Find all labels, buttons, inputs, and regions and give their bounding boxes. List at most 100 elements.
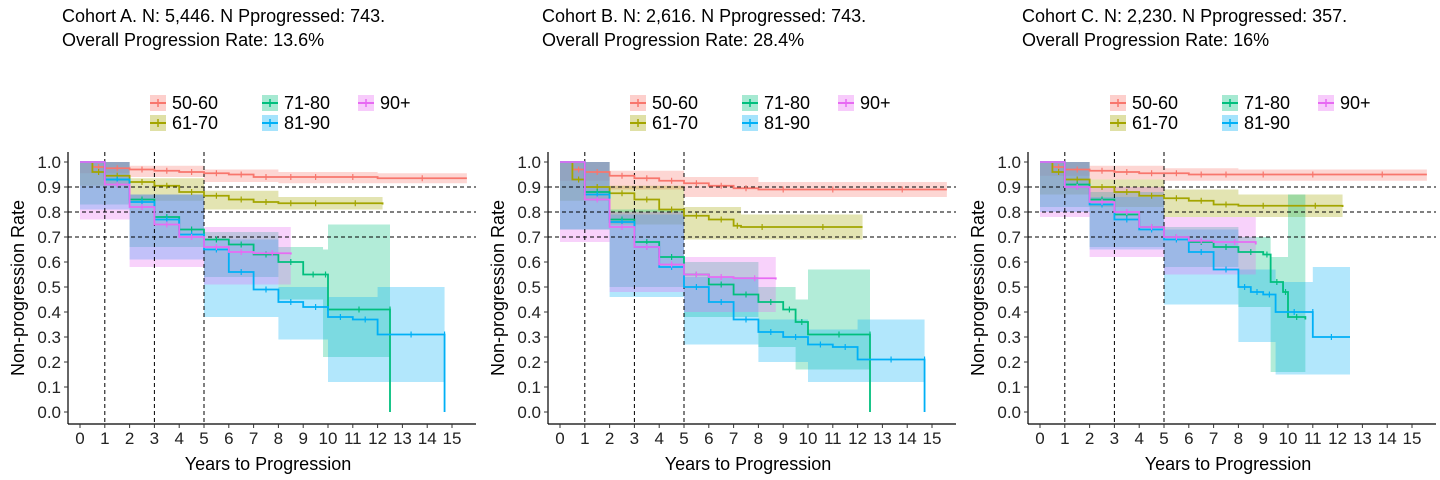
legend-item-81-90: 81-90: [1222, 113, 1290, 133]
confidence-band-71-80: [1040, 162, 1306, 372]
legend-item-50-60: 50-60: [150, 93, 218, 113]
legend-item-61-70: 61-70: [1110, 113, 1178, 133]
confidence-band-90+: [1040, 162, 1256, 275]
x-tick-label: 9: [778, 429, 787, 448]
x-tick-label: 5: [1159, 429, 1168, 448]
legend-label: 81-90: [1244, 113, 1290, 133]
y-tick-label: 0.4: [37, 303, 61, 322]
x-tick-label: 2: [605, 429, 614, 448]
x-tick-label: 10: [799, 429, 818, 448]
x-tick-label: 7: [249, 429, 258, 448]
reference-lines: [68, 152, 476, 424]
confidence-band-61-70: [560, 162, 863, 240]
y-tick-label: 0.0: [37, 403, 61, 422]
x-tick-label: 6: [704, 429, 713, 448]
y-tick-label: 0.5: [517, 278, 541, 297]
x-tick-label: 3: [630, 429, 639, 448]
confidence-band-50-60: [80, 162, 467, 184]
legend-item-50-60: 50-60: [630, 93, 698, 113]
y-axis-label: Non-progression Rate: [488, 200, 508, 376]
y-tick-label: 1.0: [997, 153, 1021, 172]
chart-title-line1: Cohort B. N: 2,616. N Pprogressed: 743.: [542, 6, 867, 26]
x-tick-label: 5: [679, 429, 688, 448]
series-line-90+: [1040, 161, 1257, 245]
legend-item-61-70: 61-70: [150, 113, 218, 133]
x-axis-label: Years to Progression: [665, 454, 831, 474]
legend-item-90+: 90+: [838, 93, 891, 113]
chart-svg: 0.00.10.20.30.40.50.60.70.80.91.00 1 2 3 4 5 6…: [488, 93, 956, 474]
legend-item-71-80: 71-80: [742, 93, 810, 113]
chart-title-line2: Overall Progression Rate: 16%: [1022, 30, 1270, 50]
legend-label: 71-80: [284, 93, 330, 113]
legend: 50-60 71-80 90+ 61-70 81-90: [150, 93, 411, 133]
legend-label: 61-70: [1132, 113, 1178, 133]
x-tick-label: 1: [1060, 429, 1069, 448]
legend-label: 50-60: [652, 93, 698, 113]
series-lines: [1040, 161, 1427, 340]
legend-label: 90+: [380, 93, 411, 113]
axes: 0.00.10.20.30.40.50.60.70.80.91.00 1 2 3 4 5 6…: [37, 152, 476, 448]
legend-label: 50-60: [172, 93, 218, 113]
axes: 0.00.10.20.30.40.50.60.70.80.91.00 1 2 3 4 5 6…: [997, 152, 1436, 448]
legend-item-90+: 90+: [1318, 93, 1371, 113]
x-tick-label: 0: [1035, 429, 1044, 448]
x-axis-label: Years to Progression: [1145, 454, 1311, 474]
x-tick-label: 5: [199, 429, 208, 448]
x-tick-label: 11: [824, 429, 842, 448]
legend-label: 81-90: [284, 113, 330, 133]
chart-panel-1: Cohort A. N: 5,446. N Pprogressed: 743. O…: [0, 0, 480, 480]
chart-title-line1: Cohort A. N: 5,446. N Pprogressed: 743.: [62, 6, 386, 26]
y-axis-label: Non-progression Rate: [8, 200, 28, 376]
axes: 0.00.10.20.30.40.50.60.70.80.91.00 1 2 3 4 5 6…: [517, 152, 956, 448]
y-tick-label: 0.5: [997, 278, 1021, 297]
x-tick-label: 7: [729, 429, 738, 448]
legend-item-90+: 90+: [358, 93, 411, 113]
y-tick-label: 0.1: [517, 378, 541, 397]
confidence-band-90+: [80, 162, 291, 285]
y-tick-label: 0.3: [37, 328, 61, 347]
y-tick-label: 0.9: [997, 178, 1021, 197]
x-tick-label: 0: [75, 429, 84, 448]
x-tick-label: 1: [580, 429, 589, 448]
y-tick-label: 0.8: [517, 203, 541, 222]
y-tick-label: 0.1: [997, 378, 1021, 397]
legend-item-50-60: 50-60: [1110, 93, 1178, 113]
confidence-band-81-90: [560, 162, 925, 382]
x-tick-label: 4: [654, 429, 663, 448]
confidence-bands: [80, 162, 467, 382]
y-tick-label: 0.4: [997, 303, 1021, 322]
confidence-band-71-80: [80, 162, 390, 357]
y-tick-label: 0.0: [997, 403, 1021, 422]
confidence-bands: [1040, 162, 1427, 375]
y-tick-label: 0.2: [37, 353, 61, 372]
x-tick-label: 4: [1134, 429, 1143, 448]
x-tick-label: 9: [298, 429, 307, 448]
y-tick-label: 0.2: [997, 353, 1021, 372]
series-line-81-90: [560, 161, 926, 412]
confidence-band-50-60: [560, 162, 947, 197]
x-tick-label: 2: [1085, 429, 1094, 448]
x-tick-label: 1: [100, 429, 109, 448]
confidence-band-61-70: [1040, 162, 1343, 217]
x-tick-label: 8: [274, 429, 283, 448]
legend-label: 71-80: [1244, 93, 1290, 113]
chart-title-line1: Cohort C. N: 2,230. N Pprogressed: 357.: [1022, 6, 1348, 26]
x-tick-label: 15: [443, 429, 462, 448]
chart-title-line2: Overall Progression Rate: 13.6%: [62, 30, 325, 50]
y-tick-label: 0.3: [997, 328, 1021, 347]
legend-item-71-80: 71-80: [262, 93, 330, 113]
legend: 50-60 71-80 90+ 61-70 81-90: [1110, 93, 1371, 133]
x-tick-label: 3: [1110, 429, 1119, 448]
y-tick-label: 0.6: [37, 253, 61, 272]
confidence-bands: [560, 162, 947, 382]
x-tick-label: 13: [873, 429, 892, 448]
x-tick-label: 8: [754, 429, 763, 448]
legend-item-71-80: 71-80: [1222, 93, 1290, 113]
x-tick-label: 6: [1184, 429, 1193, 448]
y-tick-label: 0.7: [997, 228, 1021, 247]
confidence-band-71-80: [560, 162, 870, 370]
reference-lines: [548, 152, 956, 424]
legend-label: 61-70: [172, 113, 218, 133]
y-tick-label: 0.8: [37, 203, 61, 222]
